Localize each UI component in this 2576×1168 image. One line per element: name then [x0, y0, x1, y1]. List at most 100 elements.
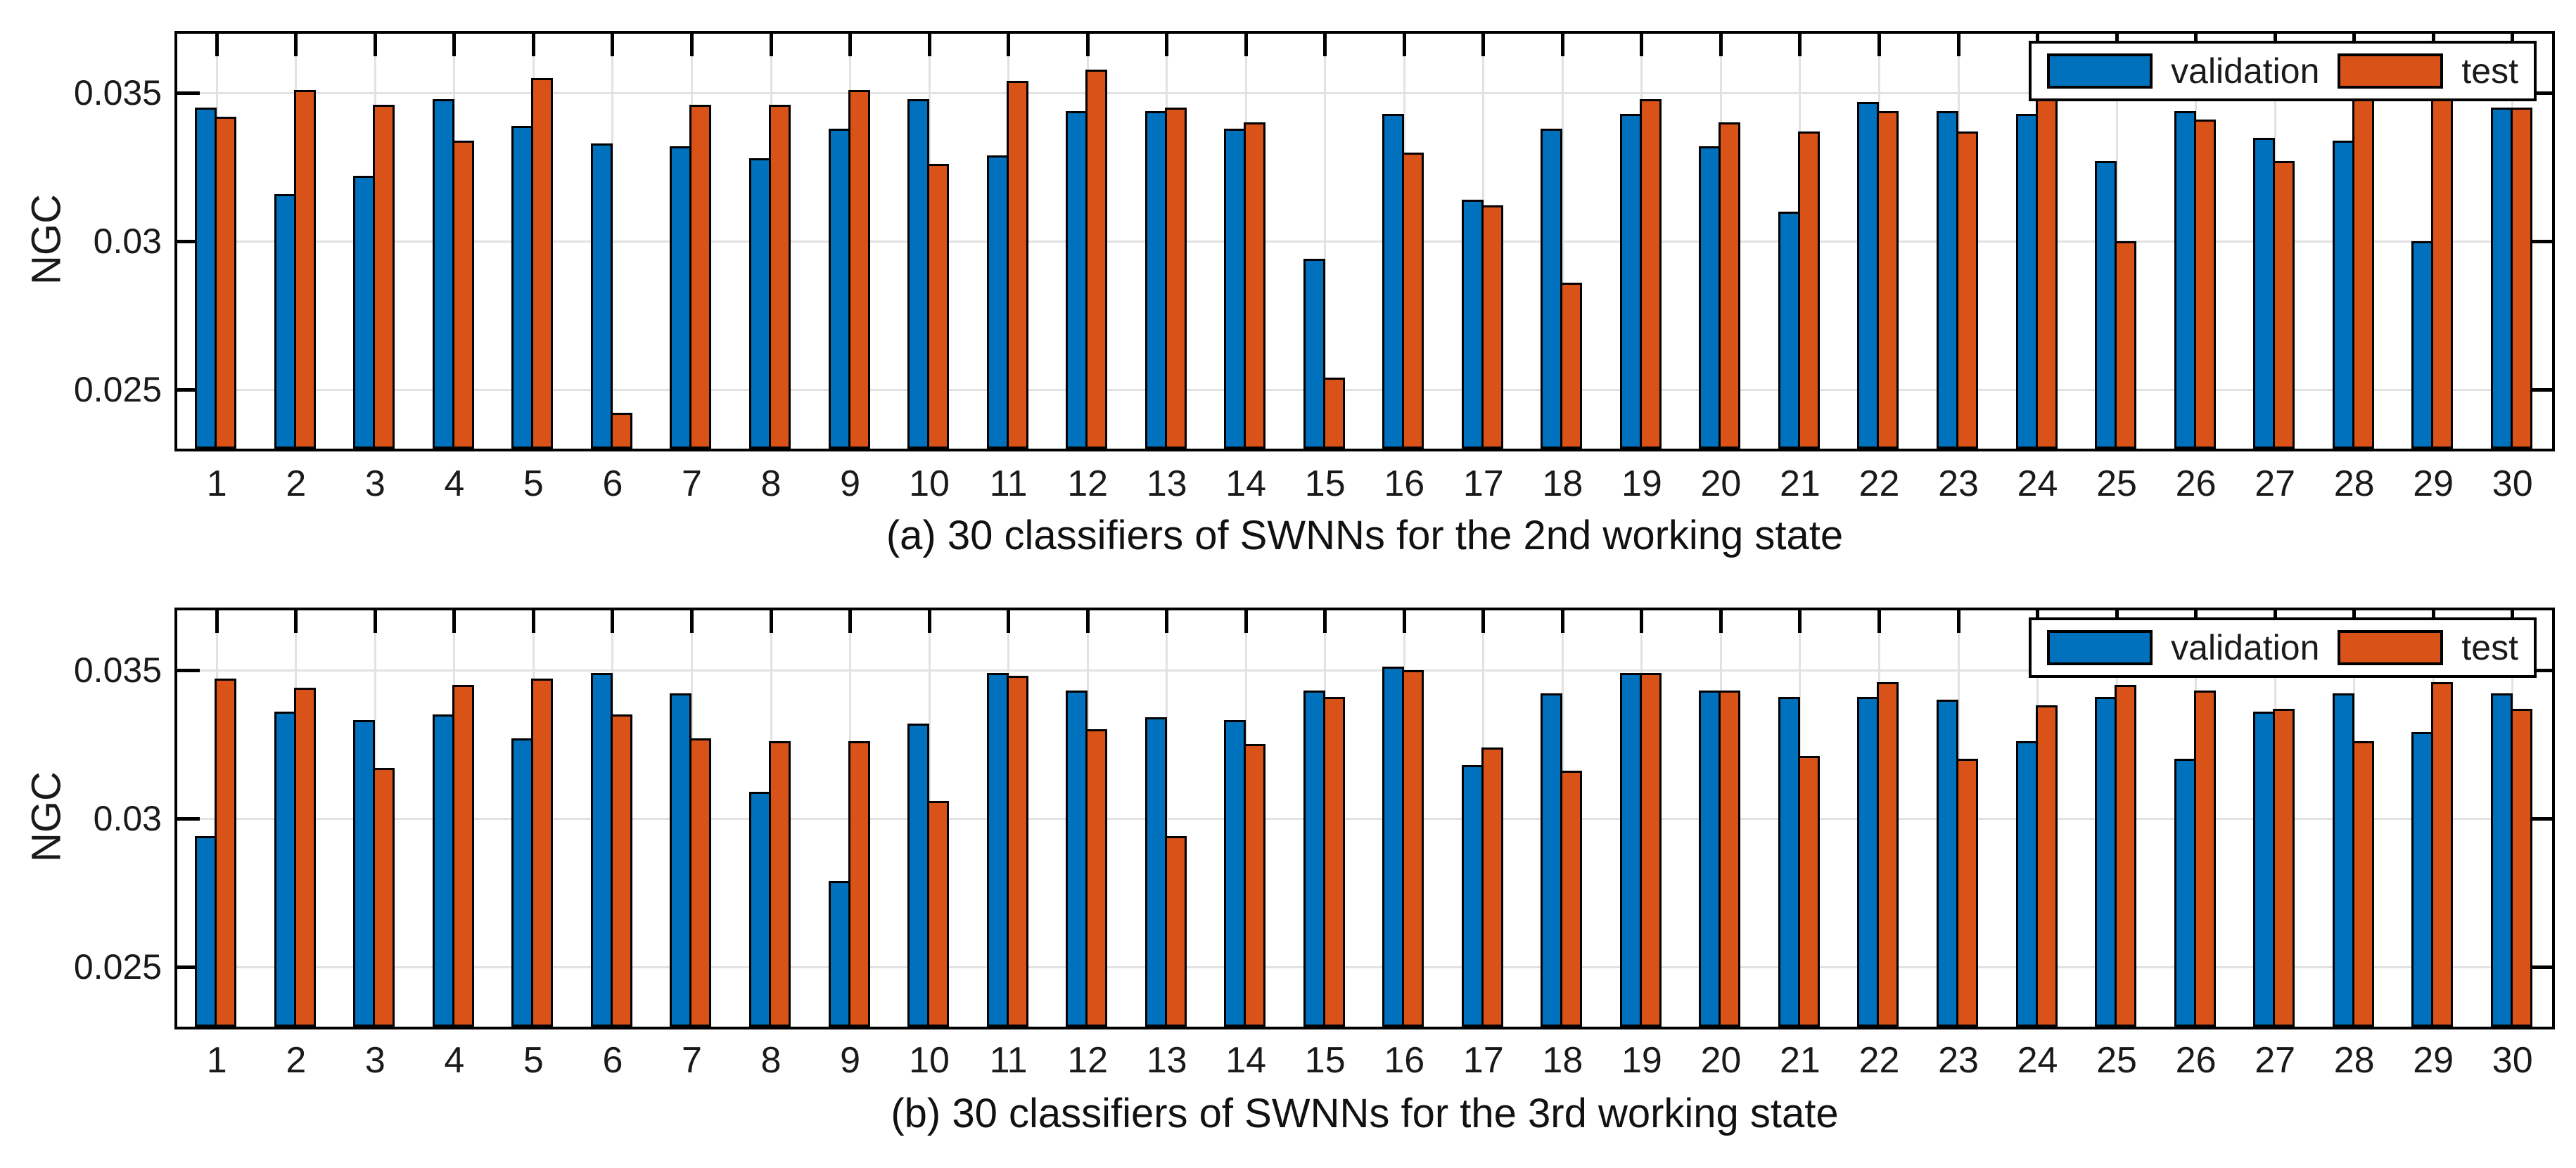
x-tick-label: 19	[1621, 463, 1662, 504]
bar-validation-1	[195, 108, 217, 449]
x-tick-mark-top	[373, 610, 377, 633]
x-tick-label: 5	[523, 463, 544, 504]
x-tick-label: 11	[989, 1040, 1028, 1081]
x-tick-mark-top	[1007, 610, 1011, 633]
x-tick-label: 24	[2017, 463, 2058, 504]
x-tick-label: 28	[2333, 1040, 2375, 1081]
bar-validation-29	[2411, 732, 2434, 1027]
x-tick-mark-top	[1560, 610, 1564, 633]
y-tick-mark-left	[177, 240, 200, 243]
x-tick-label: 9	[840, 1040, 860, 1081]
gridline-vertical	[611, 34, 614, 449]
x-tick-label: 15	[1304, 463, 1346, 504]
y-tick-mark-right	[2530, 817, 2552, 821]
y-tick-mark-right	[2530, 91, 2552, 96]
bar-validation-27	[2253, 137, 2276, 449]
bar-test-17	[1481, 205, 1503, 449]
x-tick-mark-top	[373, 34, 377, 56]
bar-test-19	[1639, 98, 1662, 449]
y-tick-mark-left	[177, 91, 200, 96]
x-tick-mark-top	[1877, 34, 1881, 56]
x-tick-mark-top	[1085, 610, 1090, 633]
bar-validation-14	[1224, 128, 1246, 449]
x-tick-labels-b: 1 2 3 4 5 6 7 8 9 10 11 12 13 14 15 16 17 18 19 20 21 22 23 24 2…	[174, 1041, 2555, 1083]
bar-validation-5	[511, 125, 534, 449]
caption-b: (b) 30 classifiers of SWNNs for the 3rd …	[891, 1091, 1839, 1136]
y-tick-label: 0.025	[73, 369, 162, 409]
x-tick-label: 16	[1384, 1040, 1425, 1081]
bar-test-29	[2431, 84, 2454, 449]
bar-validation-15	[1303, 691, 1325, 1027]
x-tick-label: 13	[1146, 463, 1187, 504]
gridline-vertical	[1324, 34, 1327, 449]
legend-swatch-test	[2338, 630, 2444, 665]
bar-validation-30	[2490, 108, 2513, 449]
bar-test-11	[1006, 676, 1028, 1027]
bar-validation-24	[2015, 113, 2038, 449]
bar-validation-11	[986, 672, 1009, 1027]
x-tick-label: 13	[1146, 1040, 1187, 1081]
y-tick-label: 0.03	[93, 799, 162, 838]
x-tick-label: 29	[2413, 463, 2454, 504]
bar-test-23	[1956, 759, 1978, 1027]
legend-b: validation test	[2029, 617, 2537, 678]
y-tick-mark-left	[177, 965, 200, 970]
bar-test-7	[689, 105, 712, 449]
x-tick-label: 20	[1700, 463, 1742, 504]
bar-validation-29	[2411, 241, 2434, 449]
x-tick-label: 20	[1700, 1040, 1742, 1081]
gridline-vertical	[1166, 610, 1168, 1027]
x-tick-mark-top	[689, 610, 694, 633]
bar-test-15	[1322, 377, 1345, 449]
legend-swatch-validation	[2047, 53, 2153, 89]
x-tick-label: 4	[444, 1040, 465, 1081]
x-tick-mark-top	[1007, 34, 1011, 56]
x-tick-label: 12	[1067, 1040, 1109, 1081]
x-tick-mark-top	[1956, 610, 1960, 633]
x-tick-mark-top	[1323, 34, 1327, 56]
bar-validation-28	[2332, 693, 2354, 1027]
bar-test-20	[1719, 122, 1741, 449]
bar-validation-9	[828, 128, 850, 449]
x-tick-label: 2	[286, 463, 307, 504]
plot-area-a: validation test	[174, 31, 2555, 451]
bar-test-28	[2352, 98, 2374, 449]
bar-validation-13	[1144, 110, 1167, 449]
bar-test-2	[293, 90, 316, 449]
x-tick-mark-top	[927, 34, 931, 56]
bar-validation-22	[1857, 101, 1880, 449]
bar-test-22	[1877, 110, 1899, 449]
gridline-horizontal	[177, 240, 2552, 243]
x-tick-mark-top	[1640, 610, 1644, 633]
x-tick-mark-top	[848, 34, 853, 56]
bar-test-3	[373, 768, 395, 1027]
bar-test-24	[2035, 78, 2058, 449]
x-tick-mark-top	[1560, 34, 1564, 56]
x-tick-label: 1	[206, 1040, 227, 1081]
bar-test-6	[610, 714, 632, 1027]
bar-validation-8	[749, 791, 771, 1027]
bars-layer	[177, 610, 2552, 1027]
bar-test-27	[2273, 708, 2295, 1027]
x-tick-mark-top	[1481, 610, 1486, 633]
bar-test-18	[1560, 771, 1583, 1027]
x-tick-label: 4	[444, 463, 465, 504]
x-tick-label: 26	[2175, 463, 2217, 504]
bar-test-9	[848, 90, 870, 449]
x-tick-mark-top	[611, 610, 615, 633]
x-tick-label: 22	[1858, 1040, 1900, 1081]
x-tick-label: 21	[1780, 463, 1821, 504]
bar-test-20	[1719, 691, 1741, 1027]
bar-validation-6	[590, 672, 613, 1027]
x-tick-mark-top	[452, 34, 457, 56]
gridline-horizontal	[177, 818, 2552, 820]
bar-test-12	[1085, 69, 1108, 449]
bar-validation-17	[1461, 764, 1484, 1027]
bar-test-7	[689, 738, 712, 1027]
bar-validation-18	[1541, 128, 1563, 449]
bar-test-4	[452, 684, 474, 1027]
bar-validation-4	[432, 98, 454, 449]
x-tick-mark-top	[848, 610, 853, 633]
bar-test-8	[769, 741, 791, 1027]
x-tick-label: 29	[2413, 1040, 2454, 1081]
